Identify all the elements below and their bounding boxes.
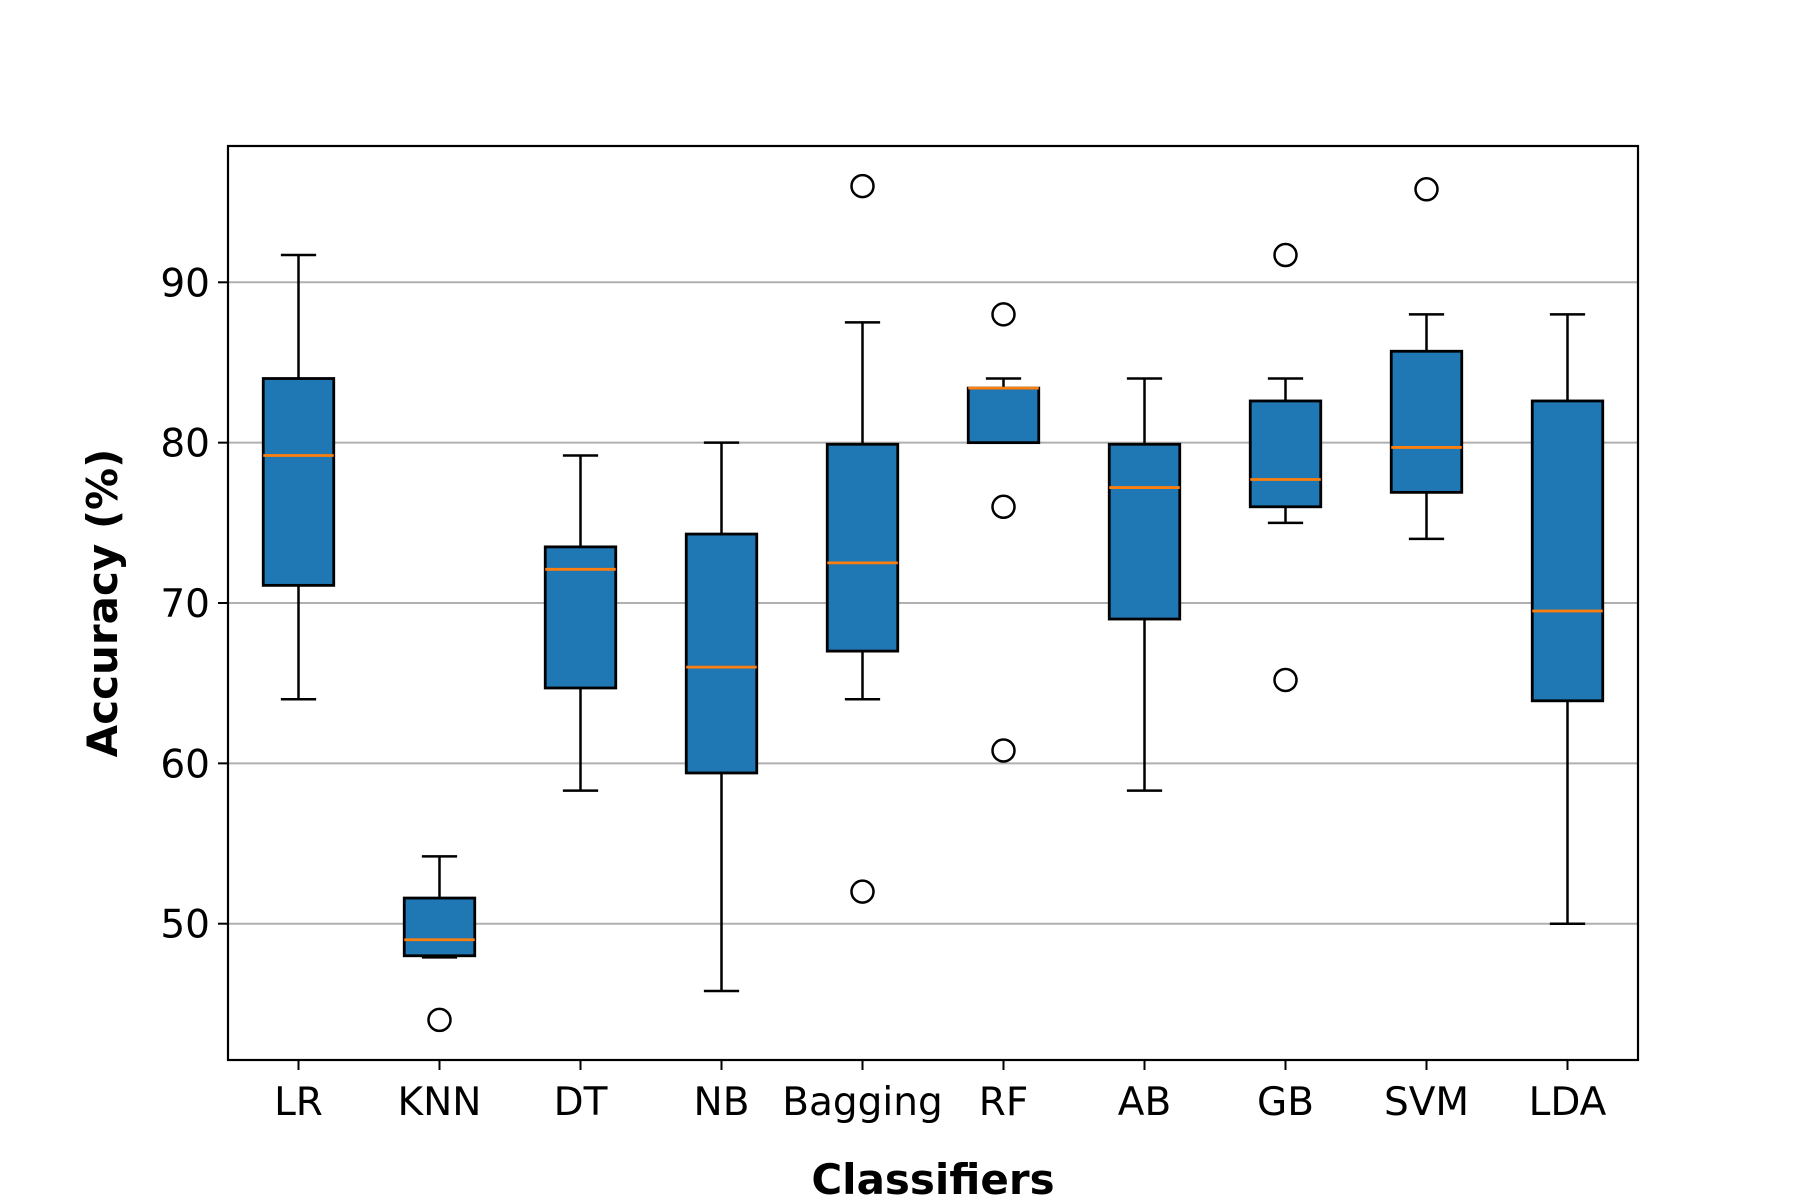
axis-ticks: 50 60 70 80 90 LR KNN DT NB Bagging RF AB GB SVM LDA bbox=[160, 261, 1606, 1125]
x-tick-label-lda: LDA bbox=[1529, 1080, 1607, 1125]
outlier-bagging-2 bbox=[850, 879, 875, 904]
outlier-bagging-1 bbox=[850, 173, 875, 199]
y-tick-label-50: 50 bbox=[160, 903, 210, 948]
y-axis-title: Accuracy (%) bbox=[78, 449, 127, 758]
outlier-rf-2 bbox=[991, 494, 1016, 520]
y-tick-label-80: 80 bbox=[160, 422, 210, 467]
outlier-knn-1 bbox=[427, 1007, 452, 1033]
x-tick-label-rf: RF bbox=[979, 1080, 1029, 1125]
y-tick-label-70: 70 bbox=[160, 582, 210, 627]
outlier-gb-1 bbox=[1273, 242, 1298, 268]
box-rf bbox=[966, 386, 1041, 445]
x-tick-label-nb: NB bbox=[694, 1080, 750, 1125]
box-ab bbox=[1107, 442, 1182, 621]
box-knn bbox=[402, 896, 477, 958]
outlier-gb-2 bbox=[1273, 667, 1298, 693]
outlier-rf-1 bbox=[991, 302, 1016, 327]
x-axis-title: Classifiers bbox=[811, 1155, 1054, 1200]
box-gb bbox=[1248, 399, 1323, 509]
box-bagging bbox=[825, 442, 900, 653]
y-tick-label-60: 60 bbox=[160, 742, 210, 787]
x-tick-label-dt: DT bbox=[554, 1080, 608, 1125]
x-tick-label-knn: KNN bbox=[398, 1080, 482, 1125]
box-svm bbox=[1389, 349, 1464, 494]
boxes bbox=[261, 173, 1605, 1033]
x-tick-label-bagging: Bagging bbox=[782, 1080, 942, 1125]
x-tick-label-lr: LR bbox=[274, 1080, 323, 1125]
outlier-rf-3 bbox=[991, 738, 1016, 763]
outlier-svm-1 bbox=[1414, 177, 1439, 202]
y-tick-label-90: 90 bbox=[160, 261, 210, 306]
x-tick-label-ab: AB bbox=[1118, 1080, 1171, 1125]
x-tick-label-gb: GB bbox=[1257, 1080, 1314, 1125]
box-lda bbox=[1530, 399, 1605, 703]
box-lr bbox=[261, 377, 336, 587]
box-nb bbox=[684, 532, 759, 775]
x-tick-label-svm: SVM bbox=[1384, 1080, 1469, 1125]
